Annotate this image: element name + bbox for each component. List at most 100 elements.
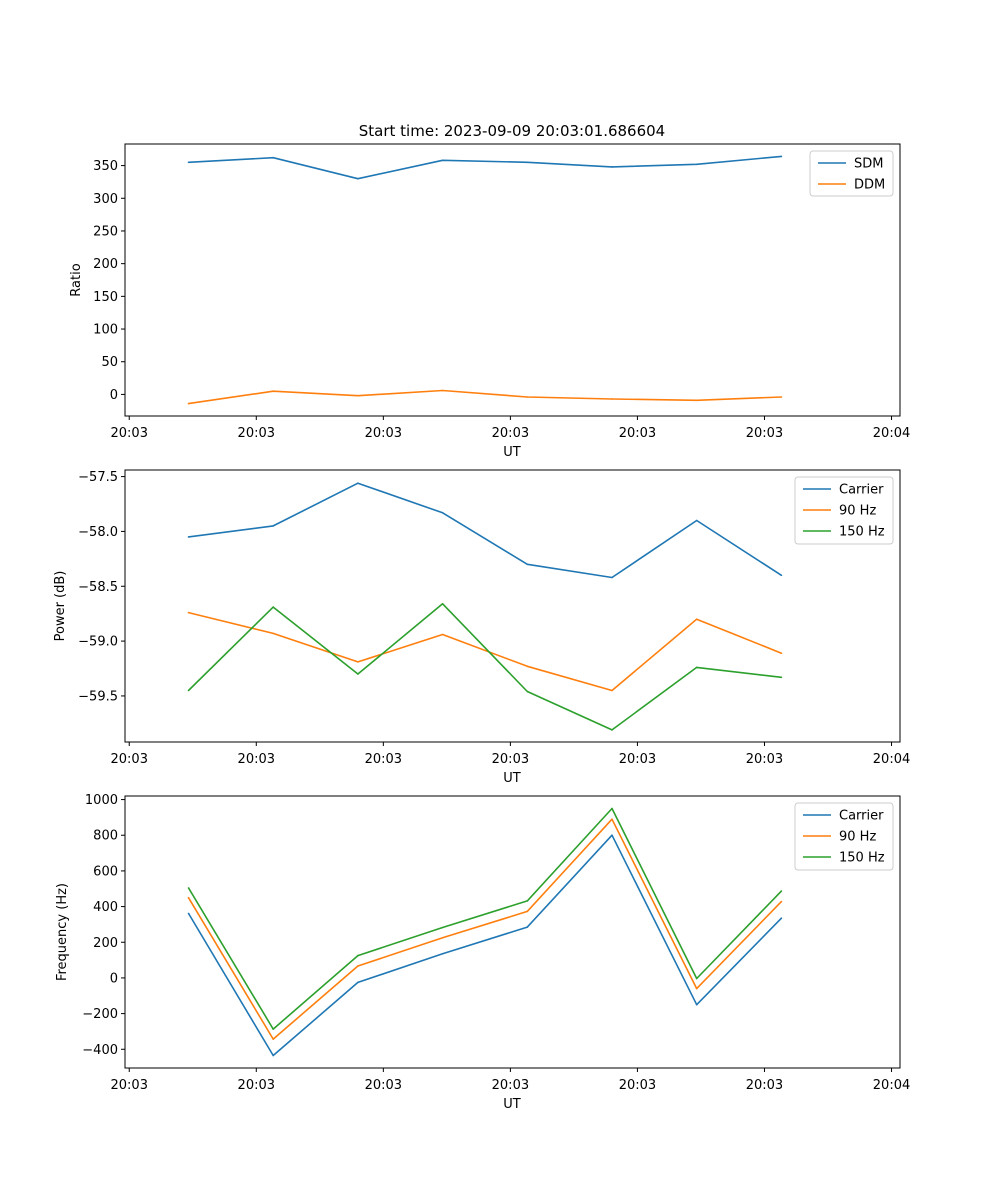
power-series-carrier-point [695,519,698,522]
power-series-carrier-point [187,536,190,538]
power-series-90-hz-point [611,689,613,692]
ratio-series-sdm-point [441,159,444,162]
power-legend-label-carrier: Carrier [839,483,884,498]
frequency-panel: −400 −200 0 200 400 600 800 1000 20:03 20:03 20:0… [55,793,910,1112]
power-series-carrier-point [357,482,359,485]
power-x-tick-label: 20:03 [365,752,402,767]
frequency-legend-box [794,802,894,871]
power-series-90-hz-point [441,633,444,636]
power-series-150-hz-point [441,603,444,605]
ratio-series-ddm-point [611,398,613,400]
frequency-series-150-hz-point [611,807,613,810]
power-series-150-hz-point [780,676,783,679]
frequency-series-150-hz-point [357,954,359,957]
power-x-tick-label: 20:04 [873,752,910,767]
frequency-series-90-hz-line [187,818,782,1040]
frequency-x-tick-label: 20:03 [619,1078,656,1093]
power-x-tick-label: 20:03 [619,752,656,767]
frequency-series-150-hz-point [695,977,698,980]
power-x-tick-label: 20:03 [111,752,148,767]
frequency-x-axis-label: UT [503,1097,521,1112]
power-series-carrier-point [780,574,783,577]
frequency-y-tick-label: 200 [93,936,118,951]
power-series-150-hz-point [526,690,529,693]
power-y-tick-label: −57.5 [78,470,118,485]
frequency-series-90-hz-point [357,965,359,967]
power-series-carrier-point [611,576,613,579]
frequency-axes-frame [124,795,901,1069]
ratio-series-ddm-line [188,389,782,405]
frequency-series-150-hz-point [187,887,190,889]
ratio-y-tick-label: 300 [93,192,118,207]
ratio-series-ddm-point [272,390,275,393]
ratio-series-sdm-point [695,163,698,166]
ratio-x-tick-label: 20:03 [365,426,402,441]
frequency-y-axis-label: Frequency (Hz) [55,883,70,981]
frequency-series-90-hz-point [441,937,444,939]
ratio-x-tick-label: 20:03 [492,426,529,441]
frequency-legend: Carrier 90 Hz 150 Hz [794,802,894,871]
frequency-series-carrier-point [272,1054,275,1057]
ratio-y-tick-label: 100 [93,323,118,338]
frequency-series-carrier-point [441,953,444,955]
frequency-x-tick-label: 20:04 [873,1078,910,1093]
ratio-x-tick-label: 20:03 [238,426,275,441]
frequency-series-carrier-point [780,917,783,919]
power-series-90-hz-point [357,661,359,663]
ratio-y-tick-label: 150 [93,290,118,305]
frequency-y-tick-label: 0 [110,971,118,986]
power-series-carrier-point [526,563,529,566]
frequency-y-tick-label: 800 [93,829,118,844]
ratio-series-sdm-point [272,156,275,159]
power-legend-label-150-hz: 150 Hz [839,525,885,540]
power-series-90-hz-point [780,652,783,654]
frequency-series-150-hz-point [441,926,444,929]
power-y-tick-label: −58.0 [78,525,118,540]
power-series-150-hz-point [611,729,613,731]
power-y-tick-label: −59.5 [78,689,118,704]
ratio-x-tick-label: 20:03 [111,426,148,441]
power-x-tick-label: 20:03 [746,752,783,767]
power-series-90-hz-point [272,632,275,635]
ratio-legend-label-sdm: SDM [854,157,883,172]
ratio-series-sdm-point [611,166,613,168]
frequency-series-150-hz-point [272,1028,275,1030]
ratio-y-tick-label: 250 [93,224,118,239]
power-legend: Carrier 90 Hz 150 Hz [794,476,894,545]
power-series-150-hz-point [357,673,359,675]
frequency-x-tick-label: 20:03 [238,1078,275,1093]
ratio-series-sdm-point [357,177,359,180]
frequency-x-tick-label: 20:03 [111,1078,148,1093]
ratio-x-tick-label: 20:03 [746,426,783,441]
frequency-x-tick-label: 20:03 [365,1078,402,1093]
chart-title: Start time: 2023-09-09 20:03:01.686604 [359,122,665,140]
ratio-series-ddm-point [780,396,783,398]
ratio-series-ddm-point [441,389,444,392]
frequency-x-tick-label: 20:03 [492,1078,529,1093]
ratio-x-tick-label: 20:04 [873,426,910,441]
power-series-150-hz-point [187,689,190,692]
power-axes-frame [124,469,901,743]
ratio-series-sdm-point [780,155,783,158]
frequency-series-carrier-point [526,926,529,928]
frequency-series-90-hz-point [272,1038,275,1040]
power-panel: −59.5 −59.0 −58.5 −58.0 −57.5 20:03 20:03 20:0… [53,469,910,786]
power-x-axis-label: UT [503,771,521,786]
power-y-tick-label: −59.0 [78,635,118,650]
power-legend-label-90-hz: 90 Hz [839,504,876,519]
frequency-series-90-hz-point [611,818,613,820]
ratio-y-tick-label: 0 [110,388,118,403]
frequency-series-carrier-line [187,834,782,1057]
frequency-y-tick-label: 1000 [85,793,118,808]
frequency-legend-label-90-hz: 90 Hz [839,830,876,845]
ratio-legend: SDM DDM [809,150,894,197]
frequency-series-150-hz-line [187,807,782,1030]
frequency-series-carrier-point [611,834,613,836]
ratio-y-axis-label: Ratio [69,263,84,296]
frequency-y-tick-label: 600 [93,864,118,879]
ratio-series-ddm-point [695,399,698,402]
frequency-series-90-hz-point [780,900,783,903]
ratio-panel: Start time: 2023-09-09 20:03:01.686604 0… [69,122,910,460]
power-series-90-hz-point [187,611,190,614]
